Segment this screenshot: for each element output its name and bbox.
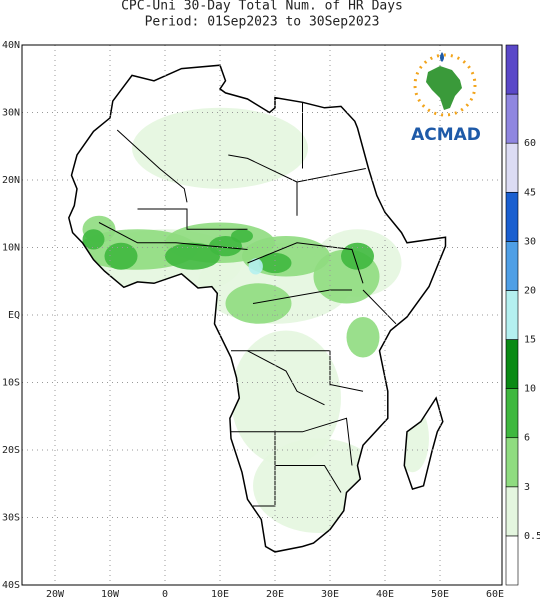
rain-area	[159, 337, 226, 405]
lat-label: 40S	[2, 580, 20, 591]
colorbar-cell	[505, 339, 519, 389]
title-line2: Period: 01Sep2023 to 30Sep2023	[145, 15, 380, 30]
map-frame	[21, 44, 503, 586]
lat-label: 30N	[2, 108, 20, 119]
lon-label: 50E	[431, 589, 449, 600]
colorbar-cell	[505, 290, 519, 340]
rain-area	[248, 258, 263, 275]
country-border	[228, 154, 298, 216]
country-border	[275, 465, 342, 493]
coastline	[403, 396, 444, 491]
country-border	[98, 222, 248, 250]
logo-ring	[413, 53, 477, 117]
country-border	[137, 208, 248, 230]
country-border	[231, 417, 353, 466]
lon-label: 20E	[266, 589, 284, 600]
rain-area	[165, 242, 220, 270]
rain-area	[104, 242, 138, 270]
logo: ACMAD	[411, 52, 481, 145]
country-border	[247, 242, 364, 284]
colorbar-cell	[505, 535, 519, 586]
colorbar-label: 20	[524, 285, 536, 296]
country-border	[116, 129, 188, 203]
country-border	[247, 350, 325, 406]
country-border	[296, 168, 366, 183]
rain-area	[209, 236, 242, 257]
coastline	[68, 64, 447, 553]
rain-area	[82, 229, 105, 250]
rain-shading	[77, 107, 429, 533]
rain-area	[132, 107, 308, 189]
lat-label: EQ	[8, 310, 20, 321]
lon-label: 0	[162, 589, 168, 600]
lat-label: 20S	[2, 445, 20, 456]
rain-area	[231, 229, 253, 243]
colorbar-label: 6	[524, 433, 530, 444]
rain-area	[258, 252, 292, 274]
colorbar-cell	[505, 93, 519, 144]
colorbar-cell	[505, 486, 519, 537]
colorbar-label: 0.5	[524, 531, 540, 542]
country-border	[231, 350, 364, 392]
title-line1: CPC-Uni 30-Day Total Num. of HR Days	[121, 0, 403, 14]
colorbar-label: 30	[524, 236, 536, 247]
lon-label: 20W	[46, 589, 65, 600]
rain-area	[396, 404, 429, 473]
rain-area	[253, 438, 385, 533]
colorbar-label: 60	[524, 138, 536, 149]
lon-label: 60E	[486, 589, 504, 600]
lat-label: 40N	[2, 40, 20, 51]
colorbar-cell	[505, 437, 519, 488]
colorbar-cell	[505, 44, 519, 95]
colorbar-cell	[505, 241, 519, 291]
colorbar-cell	[505, 191, 519, 242]
colorbar-cell	[505, 142, 519, 193]
lat-label: 10N	[2, 243, 20, 254]
lat-label: 30S	[2, 513, 20, 524]
logo-drop	[440, 52, 444, 62]
lat-label: 10S	[2, 378, 20, 389]
lon-label: 10E	[211, 589, 229, 600]
logo-text: ACMAD	[411, 125, 481, 145]
colorbar-label: 10	[524, 384, 536, 395]
logo-africa	[426, 66, 462, 110]
lon-label: 30E	[321, 589, 339, 600]
lon-label: 10W	[101, 589, 120, 600]
colorbar-label: 45	[524, 187, 536, 198]
rain-area	[346, 317, 380, 358]
lat-label: 20N	[2, 175, 20, 186]
colorbar-label: 15	[524, 335, 536, 346]
lon-label: 40E	[376, 589, 394, 600]
rain-area	[225, 283, 292, 324]
country-border	[362, 289, 397, 325]
colorbar-label: 3	[524, 482, 530, 493]
colorbar-cell	[505, 388, 519, 439]
